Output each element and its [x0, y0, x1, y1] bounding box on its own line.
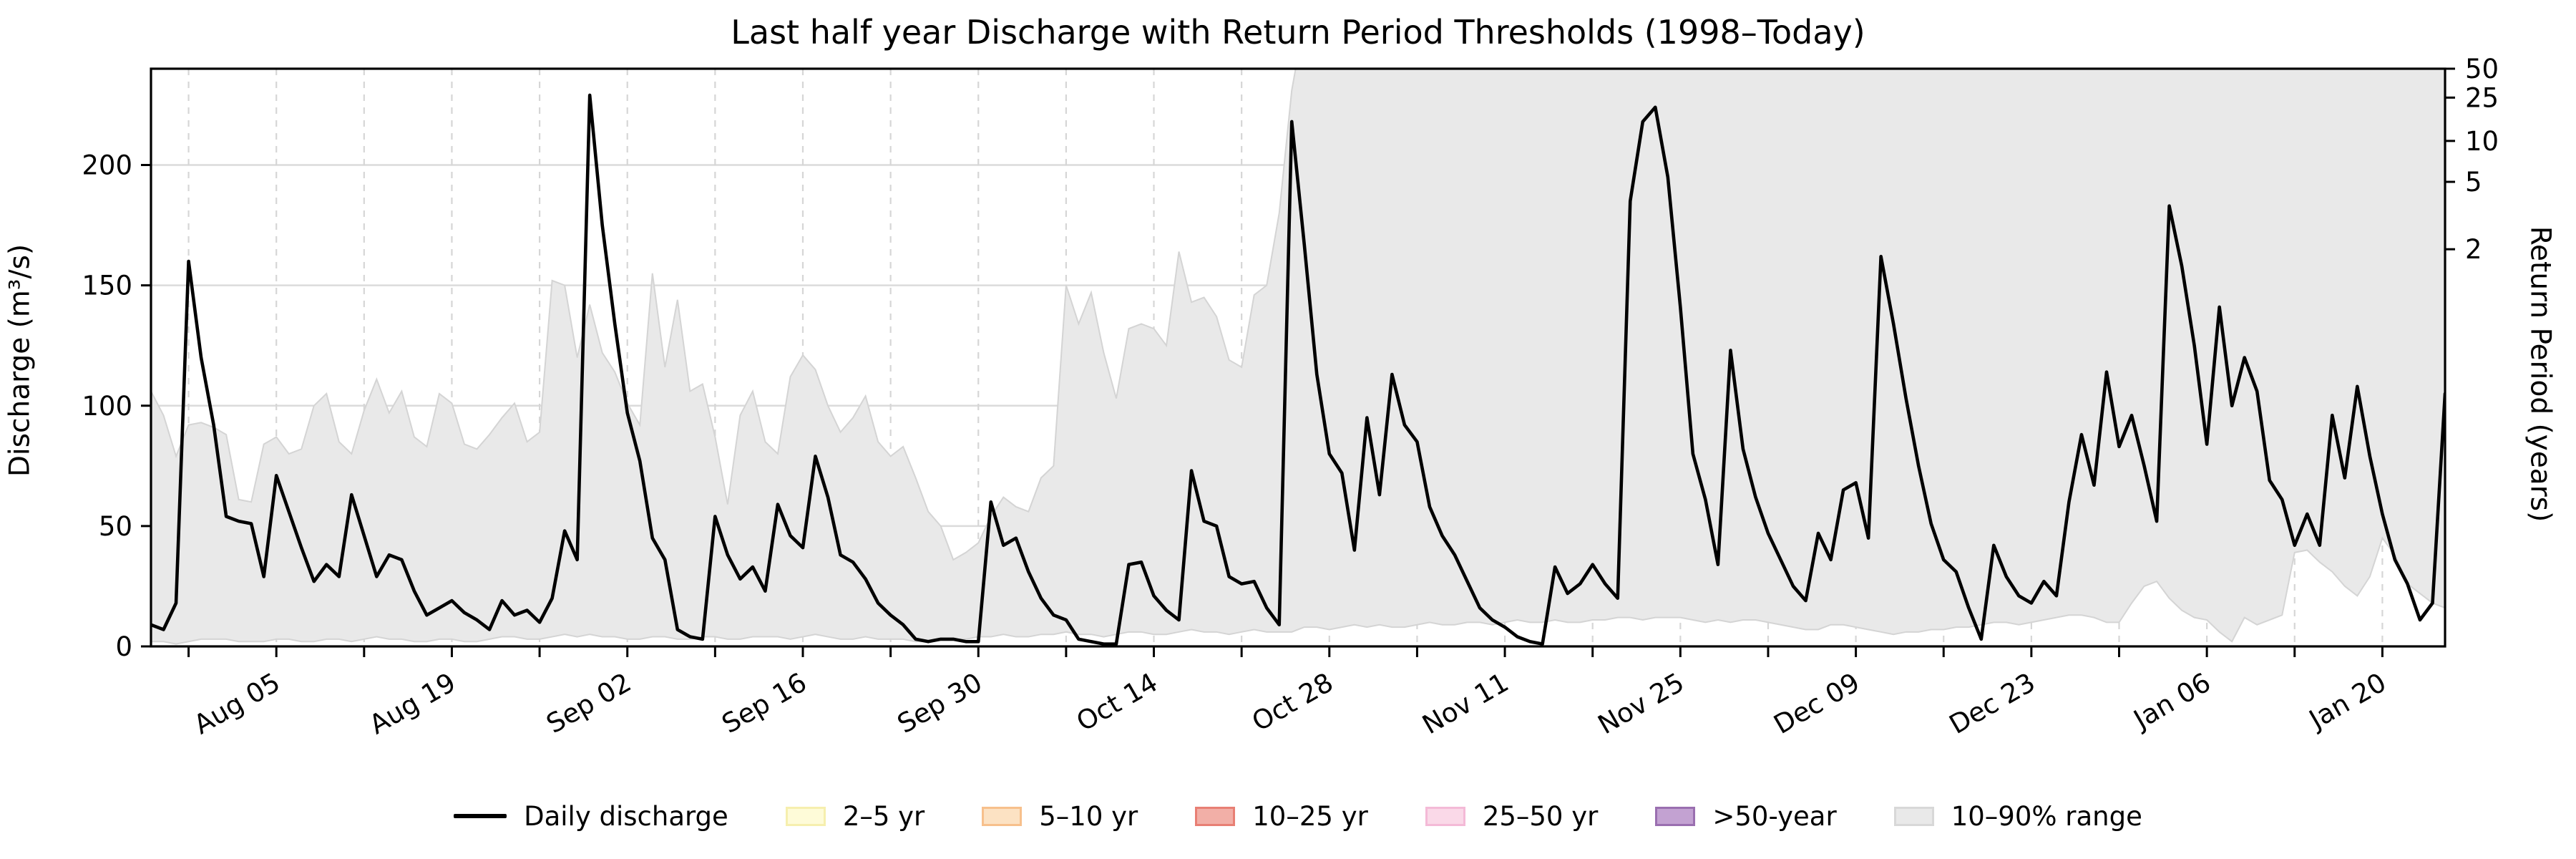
legend-item-1: 2–5 yr [785, 800, 925, 832]
range-band [151, 69, 2445, 645]
legend-patch-swatch [1655, 806, 1696, 826]
axes-spines [150, 67, 2446, 648]
legend-item-2: 5–10 yr [982, 801, 1138, 832]
x-tick-label: Dec 23 [1944, 667, 2040, 740]
legend-item-6: 10–90% range [1893, 800, 2142, 832]
y-tick-label: 0 [115, 631, 132, 662]
legend-label: 25–50 yr [1482, 800, 1599, 832]
legend-patch-swatch [1893, 806, 1934, 826]
legend-label: 5–10 yr [1039, 800, 1138, 832]
right-tick-label: 25 [2465, 82, 2499, 113]
discharge-line [151, 93, 2445, 646]
y-tick-label: 100 [82, 391, 132, 422]
legend-item-0: Daily discharge [454, 801, 728, 832]
y-tick-label: 200 [82, 150, 132, 181]
legend-patch-swatch [982, 806, 1023, 826]
y-tick-label: 150 [82, 271, 132, 301]
legend-label: 2–5 yr [842, 800, 925, 832]
x-tick-label: Jan 06 [2127, 667, 2216, 736]
x-tick-label: Aug 19 [364, 667, 461, 741]
legend: Daily discharge 2–5 yr 5–10 yr 10–25 yr 25–5… [151, 786, 2445, 846]
legend-label: >50-year [1712, 800, 1837, 832]
legend-patch-swatch [1425, 806, 1465, 826]
right-tick-label: 2 [2465, 234, 2482, 265]
x-tick-label: Sep 30 [892, 667, 987, 740]
x-tick-label: Jan 20 [2303, 667, 2391, 736]
right-tick-label: 10 [2465, 126, 2499, 157]
x-tick-label: Nov 11 [1418, 667, 1514, 741]
y-tick-label: 50 [99, 511, 132, 542]
x-tick-label: Nov 25 [1593, 667, 1689, 741]
legend-item-3: 10–25 yr [1195, 801, 1368, 832]
legend-label: Daily discharge [524, 800, 728, 832]
x-tick-label: Aug 05 [189, 667, 286, 741]
legend-line-swatch [454, 814, 507, 818]
legend-label: 10–25 yr [1252, 800, 1368, 832]
legend-patch-swatch [1195, 806, 1236, 826]
legend-patch-swatch [785, 806, 826, 826]
legend-item-5: >50-year [1655, 800, 1837, 832]
right-tick-label: 50 [2465, 54, 2499, 84]
legend-item-4: 25–50 yr [1425, 800, 1599, 832]
x-tick-label: Sep 02 [541, 667, 636, 740]
x-tick-label: Dec 09 [1769, 667, 1865, 740]
right-tick-label: 5 [2465, 167, 2482, 198]
x-tick-label: Oct 28 [1246, 667, 1338, 738]
legend-label: 10–90% range [1951, 800, 2142, 832]
x-tick-label: Sep 16 [717, 667, 812, 740]
x-tick-label: Oct 14 [1071, 667, 1163, 738]
chart-title: Last half year Discharge with Return Per… [731, 13, 1865, 52]
